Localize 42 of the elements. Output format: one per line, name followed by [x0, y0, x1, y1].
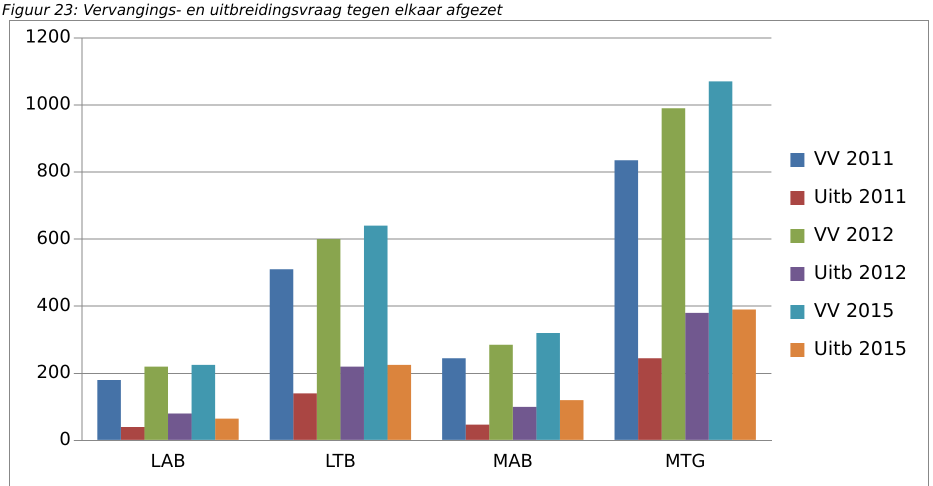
bar [168, 414, 192, 440]
chart-title: Figuur 23: Vervangings- en uitbreidingsvraag tegen elkaar afgezet [2, 1, 502, 19]
y-tick-label: 0 [59, 429, 71, 450]
legend-label: Uitb 2015 [814, 338, 908, 360]
bar [536, 333, 560, 440]
x-tick-label: LTB [324, 450, 356, 472]
legend-label: VV 2011 [814, 148, 894, 170]
y-tick-label: 1000 [24, 94, 71, 115]
bar [560, 400, 584, 440]
bar [316, 239, 340, 440]
bar [638, 358, 662, 440]
y-tick-label: 600 [36, 228, 71, 249]
y-tick-label: 1200 [24, 26, 71, 48]
x-tick-label: MTG [664, 450, 706, 472]
bar [708, 81, 732, 440]
y-tick-label: 800 [36, 160, 71, 182]
bar [732, 310, 756, 440]
bar [685, 312, 709, 440]
bar [97, 380, 121, 440]
legend-label: Uitb 2011 [814, 186, 908, 208]
legend-label: Uitb 2012 [814, 262, 908, 284]
bar [192, 364, 216, 440]
bar [512, 406, 536, 440]
bar [442, 358, 466, 440]
bar [614, 160, 638, 440]
bar [466, 424, 490, 440]
bar [270, 269, 294, 440]
bar [489, 344, 513, 440]
bar [340, 366, 364, 440]
x-tick-label: MAB [492, 450, 533, 472]
bar [364, 226, 388, 440]
y-tick-label: 400 [36, 294, 71, 316]
bar [388, 364, 412, 440]
bar [293, 393, 317, 440]
bar [215, 418, 239, 440]
y-tick-label: 200 [36, 362, 71, 383]
legend-label: VV 2015 [814, 300, 894, 322]
bar [662, 108, 686, 440]
bar [120, 426, 144, 440]
bar [144, 366, 168, 440]
x-tick-label: LAB [150, 450, 186, 472]
legend-label: VV 2012 [814, 224, 894, 246]
